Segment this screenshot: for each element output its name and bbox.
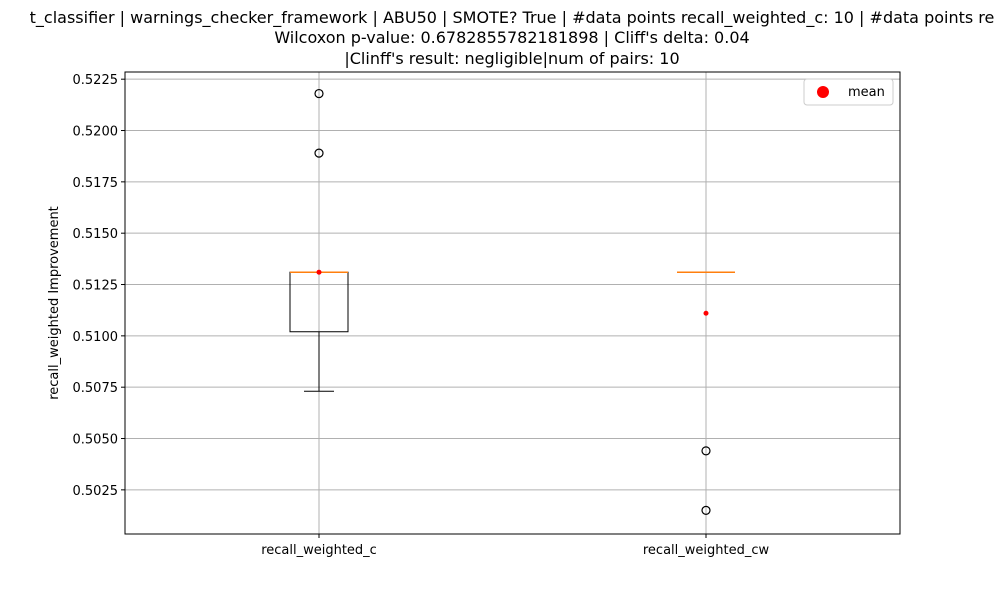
y-tick-label: 0.5025 [73, 484, 119, 499]
y-tick-label: 0.5175 [73, 176, 119, 191]
y-axis-ticks: 0.5025 0.5050 0.5075 0.5100 0.5125 0.5150 0.51… [73, 73, 125, 499]
legend-mean-label: mean [848, 85, 885, 100]
outlier-point [701, 446, 711, 456]
y-tick-label: 0.5100 [73, 330, 119, 345]
y-tick-label: 0.5200 [73, 125, 119, 140]
y-tick-label: 0.5050 [73, 433, 119, 448]
title-line-3: |Clinff's result: negligible|num of pair… [344, 49, 679, 68]
chart-title: t_classifier | warnings_checker_framewor… [30, 8, 995, 68]
grid-lines [125, 72, 900, 534]
boxes [289, 88, 735, 515]
x-tick-label: recall_weighted_c [261, 543, 377, 558]
title-line-1: t_classifier | warnings_checker_framewor… [30, 8, 995, 28]
box-group [289, 88, 349, 392]
y-tick-label: 0.5150 [73, 227, 119, 242]
x-axis-ticks: recall_weighted_c recall_weighted_cw [261, 534, 769, 558]
box-group [677, 271, 735, 515]
outlier-point [314, 148, 324, 158]
legend-frame [803, 78, 894, 106]
plot-frame [124, 71, 901, 535]
y-tick-label: 0.5225 [73, 73, 119, 88]
outlier-point [314, 88, 324, 99]
legend: mean [803, 78, 894, 106]
y-tick-label: 0.5125 [73, 279, 119, 294]
title-line-2: Wilcoxon p-value: 0.6782855782181898 | C… [274, 28, 749, 47]
x-tick-label: recall_weighted_cw [643, 543, 770, 558]
outlier-point [701, 505, 711, 515]
y-axis-label: recall_weighted Improvement [47, 206, 62, 400]
legend-mean-marker [817, 86, 829, 98]
y-tick-label: 0.5075 [73, 381, 119, 396]
mean-point [703, 310, 709, 316]
mean-point [316, 269, 322, 275]
